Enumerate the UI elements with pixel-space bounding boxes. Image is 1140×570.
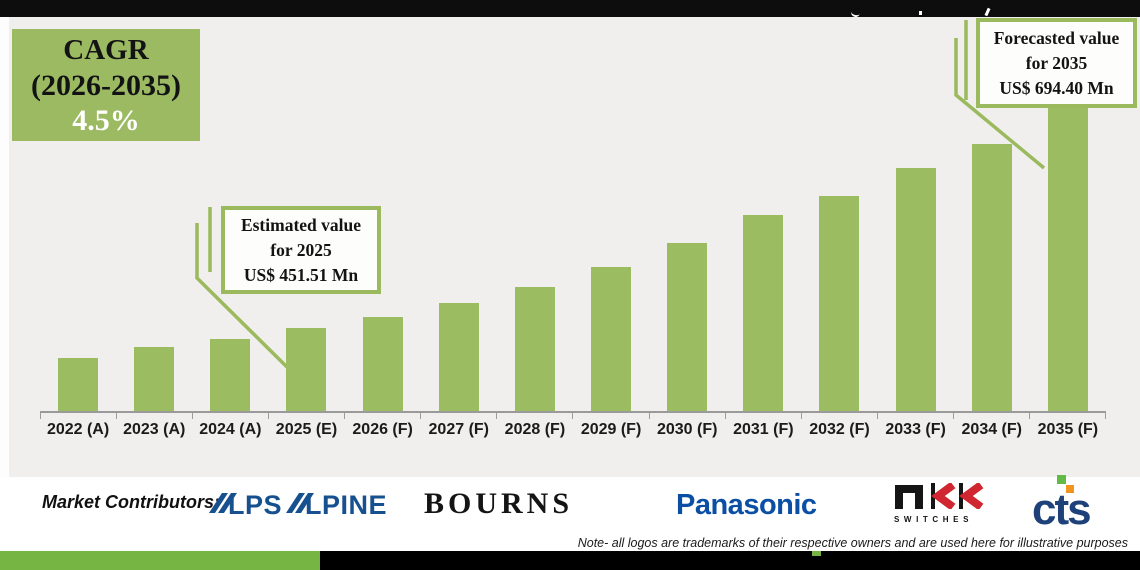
x-axis-label: 2030 (F)	[656, 421, 718, 438]
bar-slot	[649, 17, 726, 419]
cagr-title: CAGR	[63, 33, 149, 66]
bourns-logo: BOURNS	[424, 487, 574, 520]
bar-2026 (F)	[362, 317, 403, 411]
bottom-bar	[0, 551, 1140, 570]
bar-slot	[573, 17, 650, 419]
callout-line: Forecasted value	[993, 27, 1120, 48]
bar-2029 (F)	[591, 267, 632, 411]
cts-orange-square-icon	[1066, 485, 1074, 493]
cts-green-square-icon	[1057, 475, 1066, 484]
x-axis-label: 2028 (F)	[504, 421, 566, 438]
callout-line: Estimated value	[240, 214, 362, 235]
bar-chart	[40, 17, 1107, 419]
bar-slot	[116, 17, 193, 419]
bar-2025 (E)	[286, 328, 327, 411]
x-axis-label: 2029 (F)	[580, 421, 642, 438]
cagr-period: (2026-2035)	[31, 68, 181, 102]
callout-forecast-2035: Forecasted value for 2035 US$ 694.40 Mn	[976, 18, 1137, 108]
alps-slashed-a-icon	[206, 493, 237, 514]
alps-alpine-logo: LPS LPINE	[205, 490, 387, 521]
x-axis-label: 2026 (F)	[352, 421, 413, 438]
bar-slot	[421, 17, 498, 419]
bar-2022 (A)	[58, 358, 99, 411]
footer: Market Contributors: LPS LPINE BOURNS Pan…	[0, 475, 1140, 551]
x-axis-label: 2027 (F)	[428, 421, 489, 438]
callout-estimated-2025: Estimated value for 2025 US$ 451.51 Mn	[221, 206, 381, 294]
alps-logo-text: LPS	[228, 490, 283, 520]
nkk-switches-text: SWITCHES	[894, 515, 974, 524]
alps-logo-text: LPINE	[305, 490, 388, 520]
x-axis-label: 2032 (F)	[809, 421, 870, 438]
bar-2030 (F)	[667, 243, 708, 411]
bar-slot	[192, 17, 270, 419]
bar-2028 (F)	[514, 287, 555, 411]
x-axis-label: 2033 (F)	[885, 421, 946, 438]
callout-value: US$ 451.51 Mn	[243, 264, 359, 285]
bar-slot	[40, 17, 117, 419]
left-edge-strip	[0, 17, 9, 477]
cts-logo: cts	[1032, 473, 1092, 535]
chart-area: 2022 (A) 2023 (A) 2024 (A) 2025 (E) 2026 (F)…	[0, 17, 1140, 477]
cropped-title-fragment	[984, 7, 991, 17]
bar-slot	[497, 17, 574, 419]
nkk-mark-icon	[895, 481, 984, 511]
bar-slot	[878, 17, 955, 419]
trademark-note: Note- all logos are trademarks of their …	[577, 536, 1128, 550]
panasonic-logo: Panasonic	[676, 489, 817, 521]
bar-2033 (F)	[895, 168, 936, 411]
alps-slashed-a-icon	[283, 493, 315, 514]
bottom-bar-green-notch	[812, 551, 821, 556]
callout-line: for 2035	[1025, 52, 1088, 73]
market-contributors-label: Market Contributors:	[42, 492, 221, 512]
x-axis-label: 2031 (F)	[733, 421, 794, 438]
bar-slot	[725, 17, 803, 419]
cropped-title-fragment	[919, 11, 922, 15]
bar-slot	[1030, 17, 1107, 419]
bar-slot	[268, 17, 346, 419]
top-banner-cropped-title	[0, 0, 1140, 18]
x-axis-label: 2022 (A)	[46, 421, 110, 438]
nkk-switches-logo: SWITCHES	[893, 481, 989, 524]
bar-2035 (F)	[1047, 108, 1088, 411]
x-axis-line	[40, 411, 1106, 413]
x-axis-label: 2035 (F)	[1037, 421, 1099, 438]
x-axis-label: 2024 (A)	[199, 421, 262, 438]
x-axis-labels: 2022 (A) 2023 (A) 2024 (A) 2025 (E) 2026 (F)…	[40, 421, 1106, 439]
bar-2032 (F)	[819, 196, 860, 411]
callout-value: US$ 694.40 Mn	[999, 77, 1114, 98]
bar-2031 (F)	[743, 215, 784, 411]
cagr-value: 4.5%	[72, 103, 140, 137]
bar-slot	[954, 17, 1031, 419]
bar-2023 (A)	[134, 347, 175, 411]
bar-2024 (A)	[210, 339, 251, 411]
bar-slot	[801, 17, 879, 419]
callout-line: for 2025	[270, 239, 332, 260]
x-axis-label: 2023 (A)	[123, 421, 186, 438]
bar-2034 (F)	[971, 144, 1012, 411]
x-axis-label: 2025 (E)	[275, 421, 338, 438]
x-axis-label: 2034 (F)	[961, 421, 1022, 438]
cagr-badge: CAGR (2026-2035) 4.5%	[12, 29, 200, 141]
cts-logo-text: cts	[1032, 485, 1092, 534]
bar-2027 (F)	[438, 303, 479, 411]
bar-slot	[345, 17, 422, 419]
bottom-bar-green-segment	[0, 551, 320, 570]
